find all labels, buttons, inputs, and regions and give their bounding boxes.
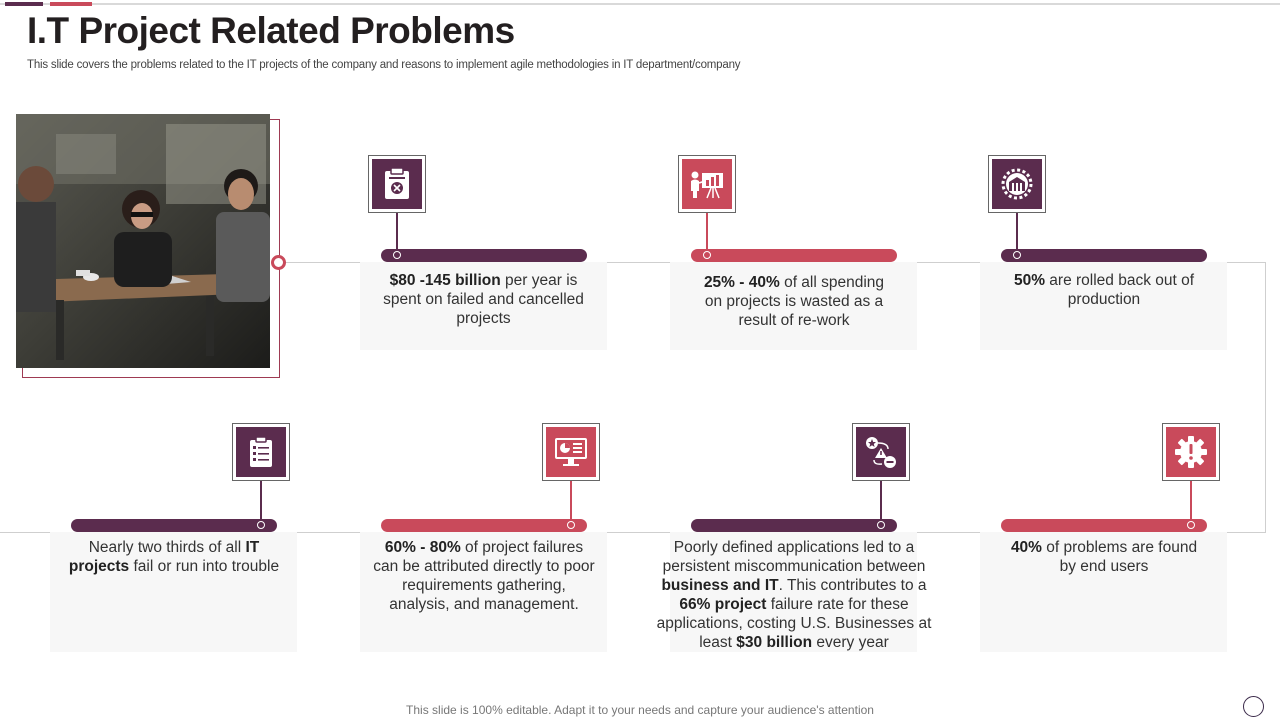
card-icon-box: [1162, 423, 1220, 481]
card-text-segment: Poorly defined applications led to a per…: [662, 539, 926, 575]
card-icon-box: [678, 155, 736, 213]
card-text: 60% - 80% of project failures can be att…: [373, 538, 595, 614]
card-background: [50, 532, 297, 652]
card-background: [360, 262, 607, 350]
card-text-segment: of all spending on projects is wasted as…: [704, 274, 885, 329]
card-text-bold: IT projects: [68, 539, 260, 575]
card-text-bold: 40%: [1010, 539, 1042, 556]
clipboard-cancel-icon: [385, 167, 409, 199]
presentation-icon: [691, 171, 723, 199]
card-text-bold: 60% - 80%: [384, 539, 461, 556]
card-text-segment: every year: [812, 634, 889, 651]
card-text: Nearly two thirds of all IT projects fai…: [60, 538, 288, 576]
card-bar: [1001, 249, 1207, 262]
checklist-icon: [250, 436, 272, 467]
card-text-bold: $80 -145 billion: [389, 272, 501, 289]
card-stem: [396, 213, 398, 255]
card-text: Poorly defined applications led to a per…: [648, 538, 940, 652]
card-bar: [381, 249, 587, 262]
card-icon-box: [988, 155, 1046, 213]
card-text-bold: 50%: [1013, 272, 1045, 289]
top-accent-red: [50, 2, 92, 6]
card-text-segment: are rolled back out of production: [1044, 272, 1195, 308]
card-text-segment: of problems are found by end users: [1041, 539, 1198, 575]
card-text: $80 -145 billion per year is spent on fa…: [380, 271, 587, 328]
card-bar: [691, 249, 897, 262]
card-stem: [1016, 213, 1018, 255]
connector-node: [271, 255, 286, 270]
corner-circle-icon: [1243, 696, 1264, 717]
card-text: 50% are rolled back out of production: [1010, 271, 1198, 309]
card-stem: [570, 481, 572, 525]
card-text-segment: failure rate for these applications, cos…: [656, 596, 932, 651]
card-icon-box: [542, 423, 600, 481]
connector-right: [1265, 262, 1266, 532]
gear-box-icon: [1001, 168, 1033, 200]
card-text-segment: . This contributes to a: [778, 577, 927, 594]
card-icon-box: [368, 155, 426, 213]
card-text-segment: of project failures can be attributed di…: [373, 539, 595, 613]
card-text-bold: 25% - 40%: [703, 274, 780, 291]
card-stem: [706, 213, 708, 255]
card-background: [980, 532, 1227, 652]
page-subtitle: This slide covers the problems related t…: [27, 59, 741, 71]
workflow-icon: [866, 437, 896, 468]
card-background: [670, 262, 917, 350]
card-text: 25% - 40% of all spending on projects is…: [700, 273, 888, 330]
settings-icon: [1175, 436, 1207, 468]
page-title: I.T Project Related Problems: [27, 10, 515, 51]
card-text-segment: fail or run into trouble: [129, 558, 280, 575]
card-text-segment: per year is spent on failed and cancelle…: [383, 272, 584, 327]
connector-bottom: [0, 532, 1266, 533]
card-text-segment: Nearly two thirds of all: [88, 539, 246, 556]
card-text: 40% of problems are found by end users: [1010, 538, 1198, 576]
team-meeting-photo: [16, 114, 270, 368]
card-stem: [1190, 481, 1192, 525]
footer-note: This slide is 100% editable. Adapt it to…: [406, 703, 874, 717]
monitor-chart-icon: [555, 438, 587, 466]
card-text-bold: 66% project: [679, 596, 767, 613]
card-bar: [691, 519, 897, 532]
card-bar: [71, 519, 277, 532]
top-accent-purple: [5, 2, 43, 6]
card-icon-box: [232, 423, 290, 481]
card-text-bold: business and IT: [661, 577, 779, 594]
card-stem: [260, 481, 262, 525]
top-divider: [0, 3, 1280, 5]
card-background: [980, 262, 1227, 350]
card-icon-box: [852, 423, 910, 481]
card-bar: [1001, 519, 1207, 532]
card-background: [360, 532, 607, 652]
card-stem: [880, 481, 882, 525]
card-background: [670, 532, 917, 652]
card-bar: [381, 519, 587, 532]
card-text-bold: $30 billion: [736, 634, 813, 651]
